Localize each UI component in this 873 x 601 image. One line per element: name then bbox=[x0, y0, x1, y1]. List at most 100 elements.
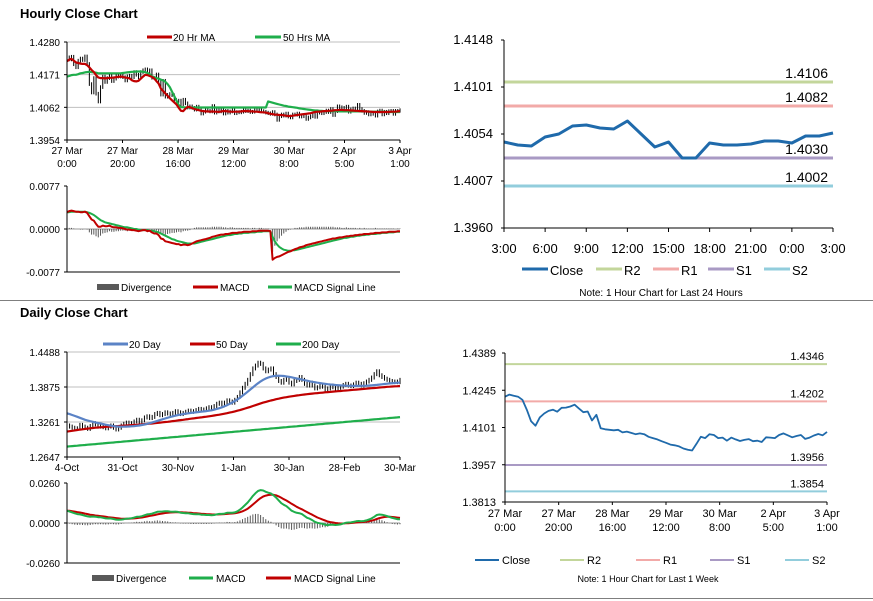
legend-24h-close: Close bbox=[550, 263, 583, 278]
daily-price-x-label: 31-Oct bbox=[107, 463, 137, 474]
daily-macd-y-tick-label: -0.0260 bbox=[26, 559, 60, 570]
hourly-price-x-label: 3 Apr bbox=[388, 146, 412, 157]
daily-price-y-tick-label: 1.2647 bbox=[29, 453, 60, 464]
hourly-24h-y-tick-label: 1.4054 bbox=[453, 126, 493, 141]
daily-price-y-tick-label: 1.3261 bbox=[29, 418, 60, 429]
hourly-24h-y-tick-label: 1.4007 bbox=[453, 173, 493, 188]
hourly-macd-line bbox=[66, 209, 400, 261]
legend-20-day: 20 Day bbox=[129, 340, 161, 351]
legend-swatch-daily-divergence bbox=[92, 575, 114, 581]
section-divider bbox=[0, 300, 873, 301]
daily-week-level-label-r1: 1.4202 bbox=[790, 388, 824, 400]
hourly-ma50-line bbox=[66, 70, 400, 114]
hourly-ma20-line bbox=[66, 57, 401, 118]
hourly-section-title: Hourly Close Chart bbox=[20, 6, 138, 21]
hourly-macd-y-tick-label: 0.0077 bbox=[29, 182, 60, 193]
legend-24h-s2: S2 bbox=[792, 263, 808, 278]
daily-price-x-label: 30-Jan bbox=[274, 463, 305, 474]
daily-macd-y-tick-label: 0.0260 bbox=[29, 479, 60, 490]
daily-week-x-label: 16:00 bbox=[599, 522, 627, 534]
hourly-macd-signal-line bbox=[67, 210, 400, 252]
daily-ma200-line bbox=[66, 416, 401, 448]
hourly-24h-level-label-r1: 1.4082 bbox=[785, 89, 828, 105]
daily-week-x-label: 8:00 bbox=[709, 522, 730, 534]
daily-week-x-label: 2 Apr bbox=[760, 508, 786, 520]
daily-week-x-label: 0:00 bbox=[494, 522, 515, 534]
legend-swatch-divergence bbox=[97, 284, 119, 290]
daily-week-x-label: 12:00 bbox=[652, 522, 680, 534]
hourly-price-x-label: 30 Mar bbox=[273, 146, 305, 157]
daily-week-x-label: 29 Mar bbox=[649, 508, 684, 520]
hourly-price-x-label: 5:00 bbox=[335, 159, 355, 170]
daily-macd-line bbox=[66, 489, 400, 527]
legend-daily-macd-signal: MACD Signal Line bbox=[294, 574, 376, 585]
legend-week-r1: R1 bbox=[663, 555, 677, 567]
daily-week-close-line bbox=[504, 393, 828, 452]
hourly-24h-y-tick-label: 1.3960 bbox=[453, 220, 493, 235]
hourly-price-x-label: 16:00 bbox=[165, 159, 190, 170]
daily-week-x-label: 5:00 bbox=[763, 522, 784, 534]
daily-section-title: Daily Close Chart bbox=[20, 305, 128, 320]
hourly-price-x-label: 27 Mar bbox=[107, 146, 139, 157]
daily-week-x-label: 3 Apr bbox=[814, 508, 840, 520]
hourly-price-x-label: 29 Mar bbox=[218, 146, 250, 157]
daily-week-y-tick-label: 1.4389 bbox=[462, 348, 496, 360]
legend-24h-r1: R1 bbox=[681, 263, 698, 278]
daily-week-y-tick-label: 1.4245 bbox=[462, 385, 496, 397]
legend-week-s1: S1 bbox=[737, 555, 750, 567]
hourly-price-x-label: 2 Apr bbox=[333, 146, 357, 157]
hourly-24h-x-label: 12:00 bbox=[611, 241, 644, 256]
daily-week-note: Note: 1 Hour Chart for Last 1 Week bbox=[578, 574, 719, 584]
legend-week-r2: R2 bbox=[587, 555, 601, 567]
legend-24h-s1: S1 bbox=[736, 263, 752, 278]
hourly-price-y-tick-label: 1.4280 bbox=[29, 38, 60, 49]
daily-price-x-label: 30-Nov bbox=[162, 463, 194, 474]
daily-price-x-label: 4-Oct bbox=[55, 463, 80, 474]
legend-50-day: 50 Day bbox=[216, 340, 248, 351]
hourly-24h-note: Note: 1 Hour Chart for Last 24 Hours bbox=[579, 288, 742, 299]
daily-week-level-label-s2: 1.3854 bbox=[790, 478, 824, 490]
hourly-24h-x-label: 18:00 bbox=[693, 241, 726, 256]
hourly-24h-y-tick-label: 1.4148 bbox=[453, 32, 493, 47]
legend-week-close: Close bbox=[502, 555, 530, 567]
legend-50hrs-ma: 50 Hrs MA bbox=[283, 33, 331, 44]
hourly-24h-x-label: 3:00 bbox=[820, 241, 845, 256]
hourly-price-y-tick-label: 1.3954 bbox=[29, 136, 60, 147]
legend-divergence: Divergence bbox=[121, 283, 172, 294]
hourly-macd-y-tick-label: 0.0000 bbox=[29, 225, 60, 236]
hourly-price-x-label: 8:00 bbox=[279, 159, 299, 170]
daily-price-y-tick-label: 1.4488 bbox=[29, 348, 60, 359]
hourly-24h-x-label: 21:00 bbox=[734, 241, 767, 256]
legend-macd-signal: MACD Signal Line bbox=[294, 283, 376, 294]
daily-price-x-label: 1-Jan bbox=[221, 463, 246, 474]
hourly-24h-x-label: 6:00 bbox=[532, 241, 557, 256]
daily-price-x-label: 28-Feb bbox=[329, 463, 361, 474]
hourly-price-y-tick-label: 1.4171 bbox=[29, 71, 60, 82]
legend-200-day: 200 Day bbox=[302, 340, 339, 351]
daily-week-x-label: 1:00 bbox=[816, 522, 837, 534]
hourly-price-x-label: 12:00 bbox=[221, 159, 246, 170]
hourly-24h-x-label: 0:00 bbox=[779, 241, 804, 256]
legend-daily-divergence: Divergence bbox=[116, 574, 167, 585]
legend-week-s2: S2 bbox=[812, 555, 825, 567]
hourly-24h-x-label: 3:00 bbox=[491, 241, 516, 256]
daily-week-level-label-s1: 1.3956 bbox=[790, 452, 824, 464]
hourly-24h-level-label-r2: 1.4106 bbox=[785, 65, 828, 81]
bottom-divider bbox=[0, 598, 873, 599]
legend-20hr-ma: 20 Hr MA bbox=[173, 33, 216, 44]
legend-macd: MACD bbox=[220, 283, 249, 294]
daily-week-x-label: 27 Mar bbox=[488, 508, 523, 520]
hourly-24h-x-label: 9:00 bbox=[574, 241, 599, 256]
hourly-price-x-label: 1:00 bbox=[390, 159, 410, 170]
daily-price-x-label: 30-Mar bbox=[384, 463, 416, 474]
daily-week-y-tick-label: 1.3957 bbox=[462, 460, 496, 472]
daily-week-x-label: 20:00 bbox=[545, 522, 573, 534]
daily-week-y-tick-label: 1.4101 bbox=[462, 423, 496, 435]
hourly-price-x-label: 28 Mar bbox=[162, 146, 194, 157]
hourly-price-y-tick-label: 1.4062 bbox=[29, 103, 60, 114]
legend-daily-macd: MACD bbox=[216, 574, 245, 585]
hourly-24h-level-label-s2: 1.4002 bbox=[785, 169, 828, 185]
hourly-24h-y-tick-label: 1.4101 bbox=[453, 79, 493, 94]
hourly-price-x-label: 20:00 bbox=[110, 159, 135, 170]
